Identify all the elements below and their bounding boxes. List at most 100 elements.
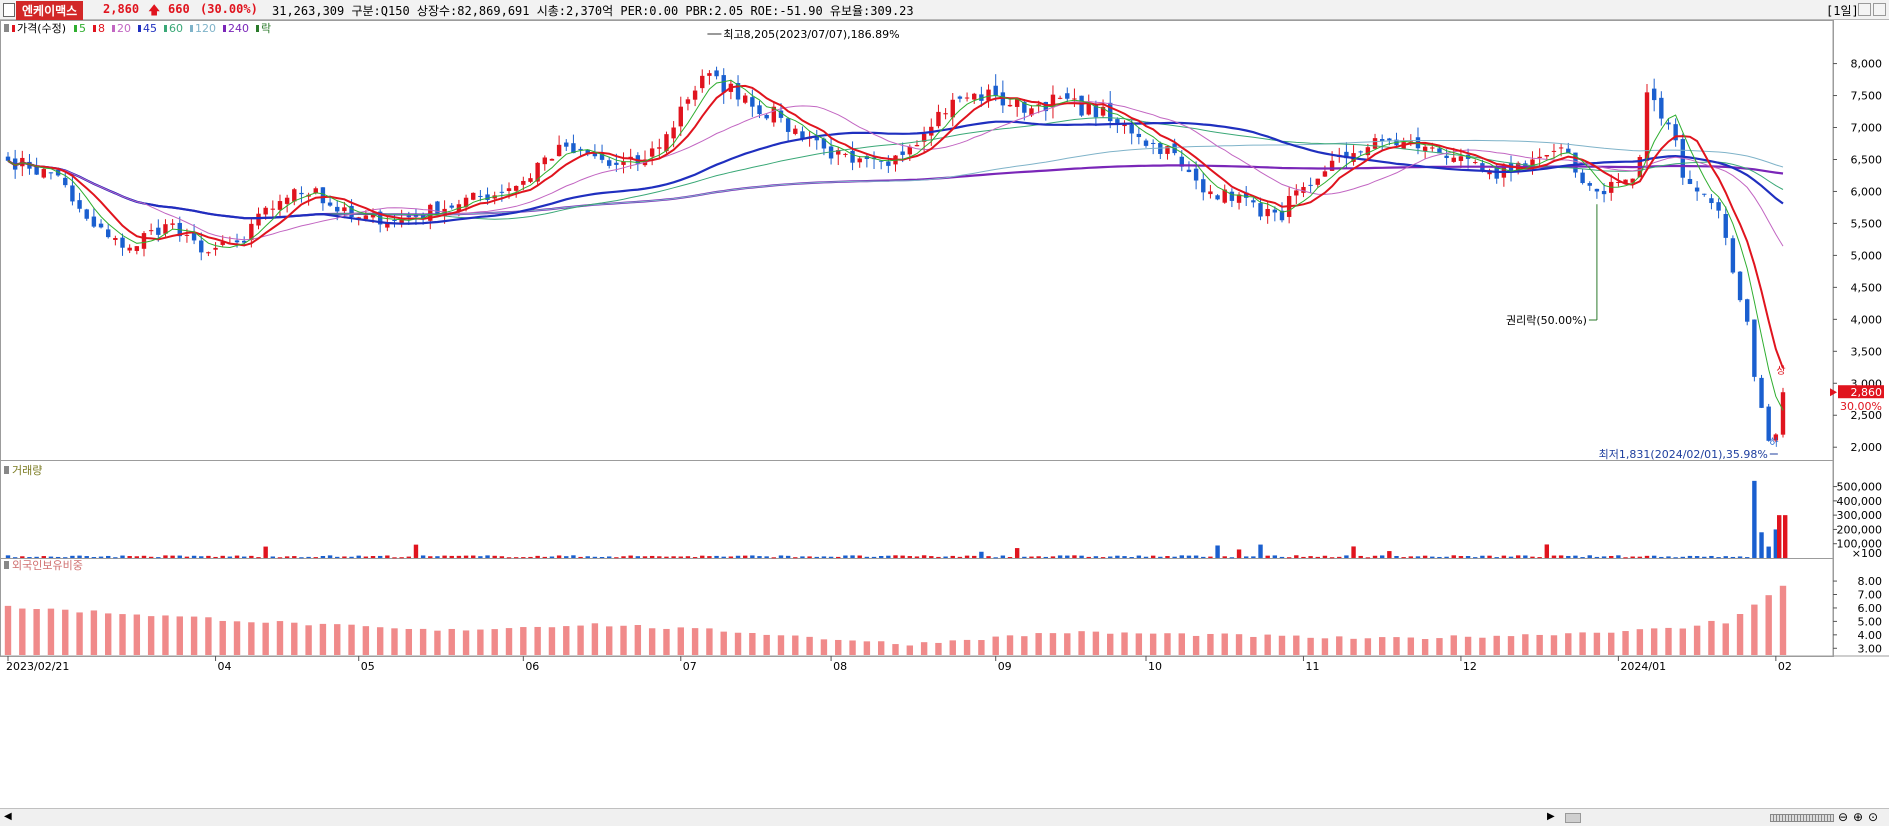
stock-chart[interactable]: 8,000 7,500 7,000 6,500 6,000 5,500 5,000 4,500…: [0, 20, 1889, 808]
candle-body: [972, 93, 977, 100]
scroll-left-arrow-icon[interactable]: ◀: [4, 811, 12, 822]
range-slider[interactable]: [1770, 814, 1834, 822]
volume-bar: [1201, 556, 1206, 558]
volume-bar: [972, 555, 977, 558]
volume-bar: [1473, 557, 1478, 559]
candle-body: [657, 147, 662, 149]
zoom-out-icon[interactable]: ⊖: [1838, 810, 1849, 824]
candle-body: [721, 75, 726, 93]
volume-bar: [1465, 556, 1471, 558]
volume-bar: [392, 557, 397, 559]
period-selector[interactable]: [1일]: [1826, 4, 1859, 18]
legend-marker: [164, 25, 167, 32]
candle-body: [1702, 193, 1707, 195]
volume-bar: [27, 557, 32, 559]
candle-body: [607, 160, 612, 166]
volume-bar: [335, 556, 340, 558]
foreign-bar: [749, 632, 756, 655]
candle-body: [1623, 179, 1628, 183]
horizontal-scrollbar[interactable]: ◀ ▶ ⊖ ⊕ ⊙: [0, 808, 1889, 826]
foreign-bar: [1135, 633, 1143, 655]
foreign-bar: [792, 635, 799, 655]
volume-bar: [1108, 556, 1113, 558]
candle-body: [220, 241, 225, 245]
candle-body: [134, 246, 140, 251]
candle-body: [685, 99, 691, 104]
volume-bar: [20, 556, 25, 558]
volume-bar: [878, 555, 884, 558]
candle-body: [1666, 122, 1671, 125]
volume-bar: [1515, 555, 1521, 558]
volume-bar: [1286, 557, 1292, 559]
candle-body: [1379, 139, 1385, 142]
volume-bar: [621, 556, 626, 558]
candle-body: [1014, 98, 1020, 107]
candle-body: [1444, 155, 1449, 159]
foreign-bar: [205, 617, 212, 655]
volume-bar: [399, 557, 404, 559]
volume-bar: [964, 555, 970, 558]
zoom-in-icon[interactable]: ⊕: [1853, 810, 1864, 824]
foreign-bar: [1565, 633, 1572, 655]
volume-bar: [1580, 557, 1585, 559]
volume-tick-label: 400,000: [1837, 495, 1883, 508]
volume-bar: [1229, 557, 1235, 559]
volume-bar: [1086, 556, 1091, 558]
volume-bar: [649, 555, 655, 558]
candle-body: [213, 247, 218, 250]
current-price-label: 2,860: [1851, 386, 1883, 399]
foreign-bar: [462, 630, 470, 655]
foreign-bar: [1608, 632, 1615, 655]
stock-name[interactable]: 엔케이맥스: [16, 1, 84, 20]
foreign-bar: [906, 645, 914, 655]
volume-bar: [1759, 532, 1764, 558]
foreign-bar: [362, 626, 370, 655]
volume-bar: [1458, 556, 1464, 558]
candle-body: [120, 237, 125, 248]
volume-tick-label: 100,000: [1837, 538, 1883, 551]
candle-body: [1050, 94, 1056, 108]
foreign-box-icon: [4, 561, 9, 569]
foreign-bar: [133, 614, 141, 655]
candle-body: [950, 99, 955, 118]
volume-bar: [327, 555, 333, 558]
volume-bar: [564, 556, 569, 558]
scroll-thumb[interactable]: [1565, 813, 1581, 823]
volume-bar: [506, 557, 512, 559]
candle-body: [793, 128, 798, 134]
candle-body: [1451, 157, 1456, 162]
candle-body: [1122, 124, 1127, 127]
volume-bar: [1673, 557, 1678, 559]
volume-bar: [993, 557, 998, 559]
volume-bar: [1601, 556, 1607, 558]
volume-bar: [1022, 556, 1027, 558]
minimize-button[interactable]: [1858, 3, 1871, 16]
foreign-bar: [176, 616, 183, 655]
candle-body: [921, 133, 927, 142]
volume-bar: [914, 556, 920, 558]
volume-bar: [199, 556, 204, 558]
volume-bar: [428, 556, 433, 558]
candle-body: [48, 172, 54, 174]
foreign-tick-label: 8.00: [1858, 575, 1883, 588]
volume-bar: [1644, 555, 1650, 558]
volume-bar: [1451, 555, 1456, 558]
candle-body: [1100, 106, 1106, 116]
foreign-bar: [348, 624, 355, 655]
foreign-bar: [1665, 627, 1672, 655]
candle-body: [292, 189, 297, 202]
volume-bar: [1680, 556, 1685, 558]
volume-bar: [385, 555, 390, 558]
foreign-bar: [391, 628, 398, 655]
scroll-right-arrow-icon[interactable]: ▶: [1547, 811, 1555, 822]
candle-body: [1229, 191, 1235, 201]
foreign-bar: [1550, 635, 1558, 655]
foreign-bar: [119, 614, 126, 655]
maximize-button[interactable]: [1873, 3, 1886, 16]
volume-bar: [1783, 515, 1788, 558]
chart-background: [0, 20, 1889, 808]
candle-body: [320, 187, 326, 204]
candle-body: [649, 148, 655, 157]
zoom-reset-icon[interactable]: ⊙: [1868, 810, 1879, 824]
date-tick-label: 09: [998, 660, 1012, 673]
